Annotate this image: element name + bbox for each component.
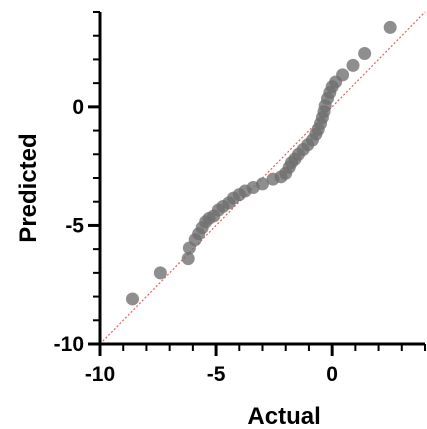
x-tick-label: -5 <box>207 363 226 386</box>
y-tick-label: -10 <box>54 333 84 356</box>
x-axis-ticks: -10 -5 0 <box>85 344 426 386</box>
data-point-39 <box>346 58 360 72</box>
y-tick-label: 0 <box>72 96 84 119</box>
data-point-0 <box>126 292 139 306</box>
y-tick-label: -5 <box>65 214 84 237</box>
y-axis-ticks: -10 -5 0 <box>54 11 100 356</box>
data-point-2 <box>181 252 195 266</box>
data-point-40 <box>358 47 372 60</box>
data-points <box>126 20 397 306</box>
x-tick-label: -10 <box>85 363 115 386</box>
x-axis-title: Actual <box>247 403 320 429</box>
data-point-17 <box>256 177 269 191</box>
data-point-41 <box>383 20 397 34</box>
data-point-38 <box>336 68 350 82</box>
y-axis-title: Predicted <box>15 133 42 242</box>
x-tick-label: 0 <box>326 363 338 386</box>
data-point-1 <box>153 266 167 280</box>
